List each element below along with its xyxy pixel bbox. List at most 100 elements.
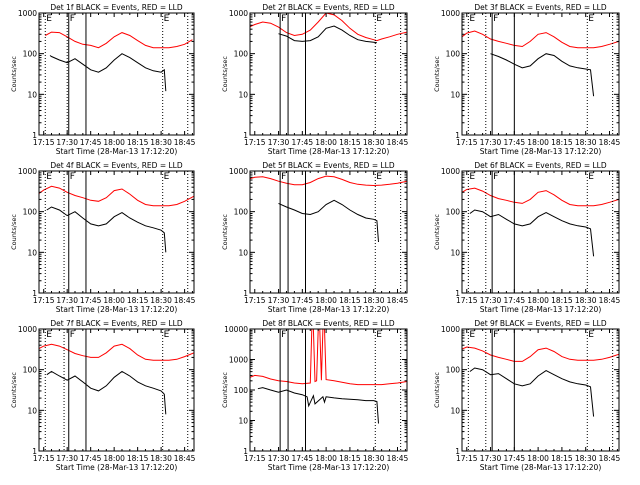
y-tick-label: 1000 <box>229 9 248 18</box>
marker-label-f: F <box>281 14 286 24</box>
panel-title: Det 7f BLACK = Events, RED = LLD <box>50 319 183 328</box>
y-tick-label: 100 <box>446 208 461 217</box>
y-tick-label: 1 <box>32 447 37 456</box>
x-tick-label: 18:45 <box>387 454 409 463</box>
x-axis-label: Start Time (28-Mar-13 17:12:20) <box>480 463 602 472</box>
y-tick-label: 100 <box>234 50 249 59</box>
x-tick-label: 17:45 <box>80 296 102 305</box>
x-tick-label: 17:15 <box>33 454 55 463</box>
y-tick-label: 10 <box>27 248 37 257</box>
y-tick-label: 1000 <box>441 9 460 18</box>
x-tick-label: 17:30 <box>56 296 78 305</box>
x-tick-label: 17:45 <box>504 138 526 147</box>
marker-label-f: F <box>281 330 286 340</box>
marker-label-f: F <box>493 330 498 340</box>
x-axis-label: Start Time (28-Mar-13 17:12:20) <box>268 147 390 156</box>
x-axis-label: Start Time (28-Mar-13 17:12:20) <box>480 305 602 314</box>
y-tick-label: 1000 <box>229 356 248 365</box>
marker-label-e: E <box>376 330 382 340</box>
y-tick-label: 1 <box>455 289 460 298</box>
panel-det-9: Det 9f BLACK = Events, RED = LLD E F E 1 10 10… <box>433 319 621 472</box>
plot-frame <box>249 170 408 294</box>
x-tick-label: 18:00 <box>315 296 337 305</box>
marker-label-f: F <box>493 14 498 24</box>
x-tick-label: 17:45 <box>80 138 102 147</box>
y-tick-label: 10 <box>27 90 37 99</box>
x-tick-label: 17:15 <box>33 138 55 147</box>
x-tick-label: 18:15 <box>339 454 361 463</box>
x-tick-label: 17:30 <box>56 138 78 147</box>
panel-det-2: Det 2f BLACK = Events, RED = LLD F E 1 10 100… <box>221 3 409 156</box>
y-tick-label: 1 <box>243 131 248 140</box>
series-lld-line <box>250 329 407 386</box>
y-tick-label: 10000 <box>224 325 248 334</box>
marker-label-e: E <box>469 14 475 24</box>
x-tick-label: 18:00 <box>315 454 337 463</box>
marker-label-e: E <box>164 14 170 24</box>
x-tick-label: 17:45 <box>292 454 314 463</box>
x-tick-label: 18:00 <box>527 296 549 305</box>
marker-label-e: E <box>588 172 594 182</box>
series-events-line <box>278 25 377 44</box>
x-tick-label: 18:30 <box>150 138 172 147</box>
x-tick-label: 18:30 <box>150 454 172 463</box>
y-axis-label: Counts/sec <box>10 214 18 250</box>
y-tick-label: 1000 <box>18 9 37 18</box>
x-tick-label: 18:30 <box>363 138 385 147</box>
x-tick-label: 17:30 <box>268 296 290 305</box>
y-axis-label: Counts/sec <box>433 372 441 408</box>
y-tick-label: 1000 <box>229 167 248 176</box>
y-tick-label: 1 <box>243 447 248 456</box>
x-tick-label: 18:15 <box>127 138 149 147</box>
x-tick-label: 18:00 <box>315 138 337 147</box>
marker-label-e: E <box>164 330 170 340</box>
plot-frame <box>249 12 408 136</box>
series-lld-line <box>250 175 407 187</box>
panel-det-8: Det 8f BLACK = Events, RED = LLD F E 1 10 100… <box>221 319 409 472</box>
y-tick-label: 10 <box>450 90 460 99</box>
y-tick-label: 100 <box>23 208 38 217</box>
marker-label-e: E <box>376 172 382 182</box>
series-lld-line <box>250 13 407 42</box>
panel-det-6: Det 6f BLACK = Events, RED = LLD E F E 1 10 10… <box>433 161 621 314</box>
y-axis-label: Counts/sec <box>433 56 441 92</box>
y-tick-label: 1 <box>243 289 248 298</box>
y-axis-label: Counts/sec <box>221 56 229 92</box>
x-tick-label: 17:15 <box>456 454 478 463</box>
x-tick-label: 18:15 <box>127 296 149 305</box>
x-tick-label: 17:15 <box>244 138 266 147</box>
series-lld-line <box>39 185 194 207</box>
y-tick-label: 1 <box>455 131 460 140</box>
x-tick-label: 18:30 <box>363 454 385 463</box>
series-events-line <box>46 370 167 415</box>
x-tick-label: 17:15 <box>456 138 478 147</box>
x-tick-label: 18:45 <box>387 138 409 147</box>
x-tick-label: 18:30 <box>575 138 597 147</box>
x-tick-label: 18:30 <box>150 296 172 305</box>
y-tick-label: 100 <box>446 366 461 375</box>
x-tick-label: 18:15 <box>551 138 573 147</box>
x-axis-label: Start Time (28-Mar-13 17:12:20) <box>56 463 178 472</box>
marker-label-f: F <box>281 172 286 182</box>
y-tick-label: 10 <box>27 406 37 415</box>
y-axis-label: Counts/sec <box>10 372 18 408</box>
plot-frame <box>461 12 620 136</box>
panel-title: Det 1f BLACK = Events, RED = LLD <box>50 3 183 12</box>
y-axis-label: Counts/sec <box>10 56 18 92</box>
marker-label-f: F <box>70 14 75 24</box>
y-tick-label: 1 <box>32 131 37 140</box>
panel-title: Det 8f BLACK = Events, RED = LLD <box>262 319 395 328</box>
series-events-line <box>46 206 167 253</box>
x-tick-label: 17:30 <box>268 138 290 147</box>
panel-det-4: Det 4f BLACK = Events, RED = LLD E F E 1 10 10… <box>10 161 196 314</box>
y-axis-label: Counts/sec <box>433 214 441 250</box>
marker-label-f: F <box>70 172 75 182</box>
y-tick-label: 10 <box>450 248 460 257</box>
y-tick-label: 1000 <box>18 167 37 176</box>
y-tick-label: 1 <box>455 447 460 456</box>
x-tick-label: 17:30 <box>268 454 290 463</box>
x-axis-label: Start Time (28-Mar-13 17:12:20) <box>268 463 390 472</box>
y-tick-label: 100 <box>23 50 38 59</box>
panel-title: Det 3f BLACK = Events, RED = LLD <box>474 3 607 12</box>
